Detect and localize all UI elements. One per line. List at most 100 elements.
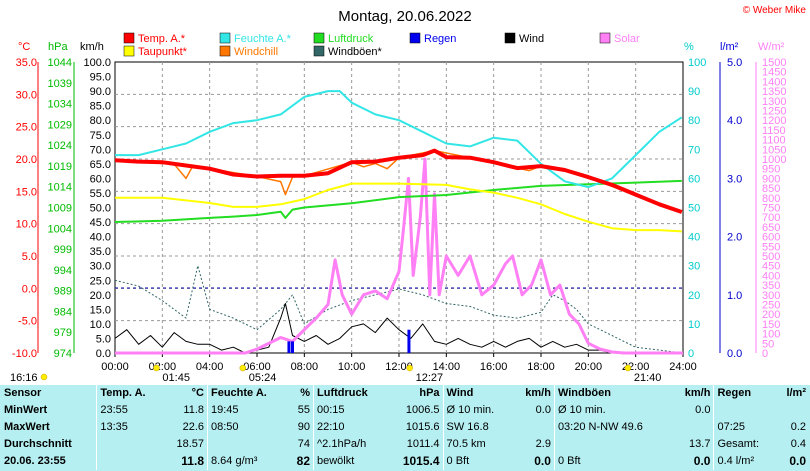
sun-marker-dot — [406, 364, 413, 372]
axis-tick-label: 30.0 — [90, 261, 111, 273]
cell: 22.6 — [182, 421, 204, 433]
cell — [672, 419, 714, 436]
axis-tick-label: 1100 — [762, 135, 786, 147]
axis-tick-label: 1029 — [48, 119, 72, 131]
axis-tick-label: 40 — [688, 232, 700, 244]
axis-tick-label: 750 — [762, 203, 780, 215]
axis-tick-label: 75.0 — [90, 130, 111, 142]
axis-tick-label: 1034 — [48, 99, 72, 111]
axis-tick-label: 1300 — [762, 96, 786, 108]
axis-tick-label: 10 — [688, 319, 700, 331]
sun-marker-label: 05:24 — [249, 372, 277, 384]
axis-tick-label: 20.0 — [90, 290, 111, 302]
axis-tick-label: -5.0 — [18, 316, 37, 328]
axis-tick-label: 50 — [688, 203, 700, 215]
axis-tick-label: 5.0 — [727, 57, 742, 69]
axis-tick-label: 85.0 — [90, 101, 111, 113]
sun-marker-label: 01:45 — [162, 372, 190, 384]
chart-title: Montag, 20.06.2022 — [338, 8, 471, 25]
sun-marker-dot — [239, 364, 247, 372]
legend: Temp. A.* Feuchte A.* Luftdruck Regen Wind So… — [123, 32, 640, 58]
axis-tick-label: 100.0 — [83, 57, 111, 69]
legend-swatch — [599, 32, 611, 44]
axis-tick-label: 700 — [762, 212, 780, 224]
cell: 13:35 — [96, 419, 164, 436]
weather-chart: Montag, 20.06.2022 © Weber Mike Temp. A.… — [10, 5, 807, 384]
axis-tick-label: 800 — [762, 193, 780, 205]
cell: 18.57 — [176, 438, 204, 450]
cell: 11.8 — [183, 404, 204, 416]
sun-markers: 16:16 01:45 05:24 12:27 21:40 — [10, 364, 661, 384]
summary-row-max: MaxWert 13:35 22.6 08:50 90 22:10 1015.6… — [1, 419, 809, 436]
cell: 0.4 l/m² — [713, 453, 776, 470]
series-line-temp-a — [114, 148, 683, 214]
axis-tick-label: 850 — [762, 183, 780, 195]
hdr-rain-unit: l/m² — [786, 387, 806, 399]
axis-tick-label: 300 — [762, 290, 780, 302]
axis-tick-label: 989 — [54, 286, 72, 298]
hdr-sensor: Sensor — [4, 387, 42, 399]
cell: 19:45 — [206, 402, 288, 419]
rain-bar — [291, 341, 294, 353]
axis-tick-label: 250 — [762, 300, 780, 312]
cell: bewölkt — [313, 453, 388, 470]
rain-bar — [407, 329, 411, 353]
hdr-humidity: Feuchte A. — [206, 385, 288, 402]
axis-tick-label: 1200 — [762, 115, 786, 127]
hdr-gust-unit: km/h — [684, 387, 711, 399]
cell — [206, 436, 288, 453]
summary-row-current: 20.06. 23:55 11.8 8.64 g/m³ 82 bewölkt 1… — [1, 453, 809, 470]
time-tick-label: 14:00 — [433, 361, 461, 373]
legend-label: Luftdruck — [328, 33, 374, 45]
sun-marker-label: 16:16 — [10, 372, 38, 384]
axis-tick-label: 1019 — [48, 161, 72, 173]
cell: 0.2 — [790, 421, 806, 433]
cell: 0.4 — [790, 438, 806, 450]
axis-tick-label: 1450 — [762, 67, 786, 79]
axis-tick-label: 900 — [762, 173, 780, 185]
axis-tick-label: 2.0 — [727, 232, 742, 244]
legend-label: Solar — [614, 33, 640, 45]
cell: 23:55 — [96, 402, 164, 419]
rain-bar — [287, 341, 291, 353]
sun-marker-dot — [624, 364, 632, 372]
axis-tick-label: 0 — [762, 348, 768, 360]
series-line-wind — [114, 303, 683, 354]
legend-swatch — [504, 32, 516, 44]
axis-tick-label: 984 — [54, 306, 72, 318]
time-tick-label: 18:00 — [527, 361, 555, 373]
row-label: MinWert — [4, 404, 48, 416]
cell: 22:10 — [313, 419, 388, 436]
cell: ^2.1hPa/h — [313, 436, 388, 453]
cell — [713, 402, 776, 419]
cell: 70.5 km — [442, 436, 513, 453]
legend-swatch — [313, 45, 325, 57]
axis-tick-label: 20.0 — [16, 154, 37, 166]
cell: SW 16.8 — [442, 419, 513, 436]
legend-swatch — [219, 32, 231, 44]
axis-tick-label: 500 — [762, 251, 780, 263]
legend-label: Temp. A.* — [138, 33, 186, 45]
cell: 74 — [297, 438, 310, 450]
series-group — [114, 90, 684, 355]
axis-tick-label: 70.0 — [90, 144, 111, 156]
axis-tick-label: 1000 — [762, 154, 786, 166]
axis-tick-label: 30 — [688, 261, 700, 273]
row-label: Durchschnitt — [4, 438, 72, 450]
axis-tick-label: 974 — [54, 348, 72, 360]
cell: 82 — [296, 454, 310, 468]
time-tick-label: 06:00 — [243, 361, 271, 373]
axis-tick-label: 0.0 — [727, 348, 742, 360]
hpa-unit: hPa — [48, 41, 68, 53]
axis-tick-label: 25.0 — [16, 122, 37, 134]
axis-tick-label: 5.0 — [96, 333, 111, 345]
axis-tick-label: 1150 — [762, 125, 786, 137]
axis-tick-label: 1009 — [48, 203, 72, 215]
cell: 07:25 — [713, 419, 776, 436]
sun-marker-dot — [153, 364, 160, 372]
legend-swatch — [219, 45, 231, 57]
axis-tick-label: 55.0 — [90, 188, 111, 200]
cell: 1006.5 — [405, 404, 440, 416]
axis-tick-label: 95.0 — [90, 72, 111, 84]
rain-unit: l/m² — [720, 41, 739, 53]
